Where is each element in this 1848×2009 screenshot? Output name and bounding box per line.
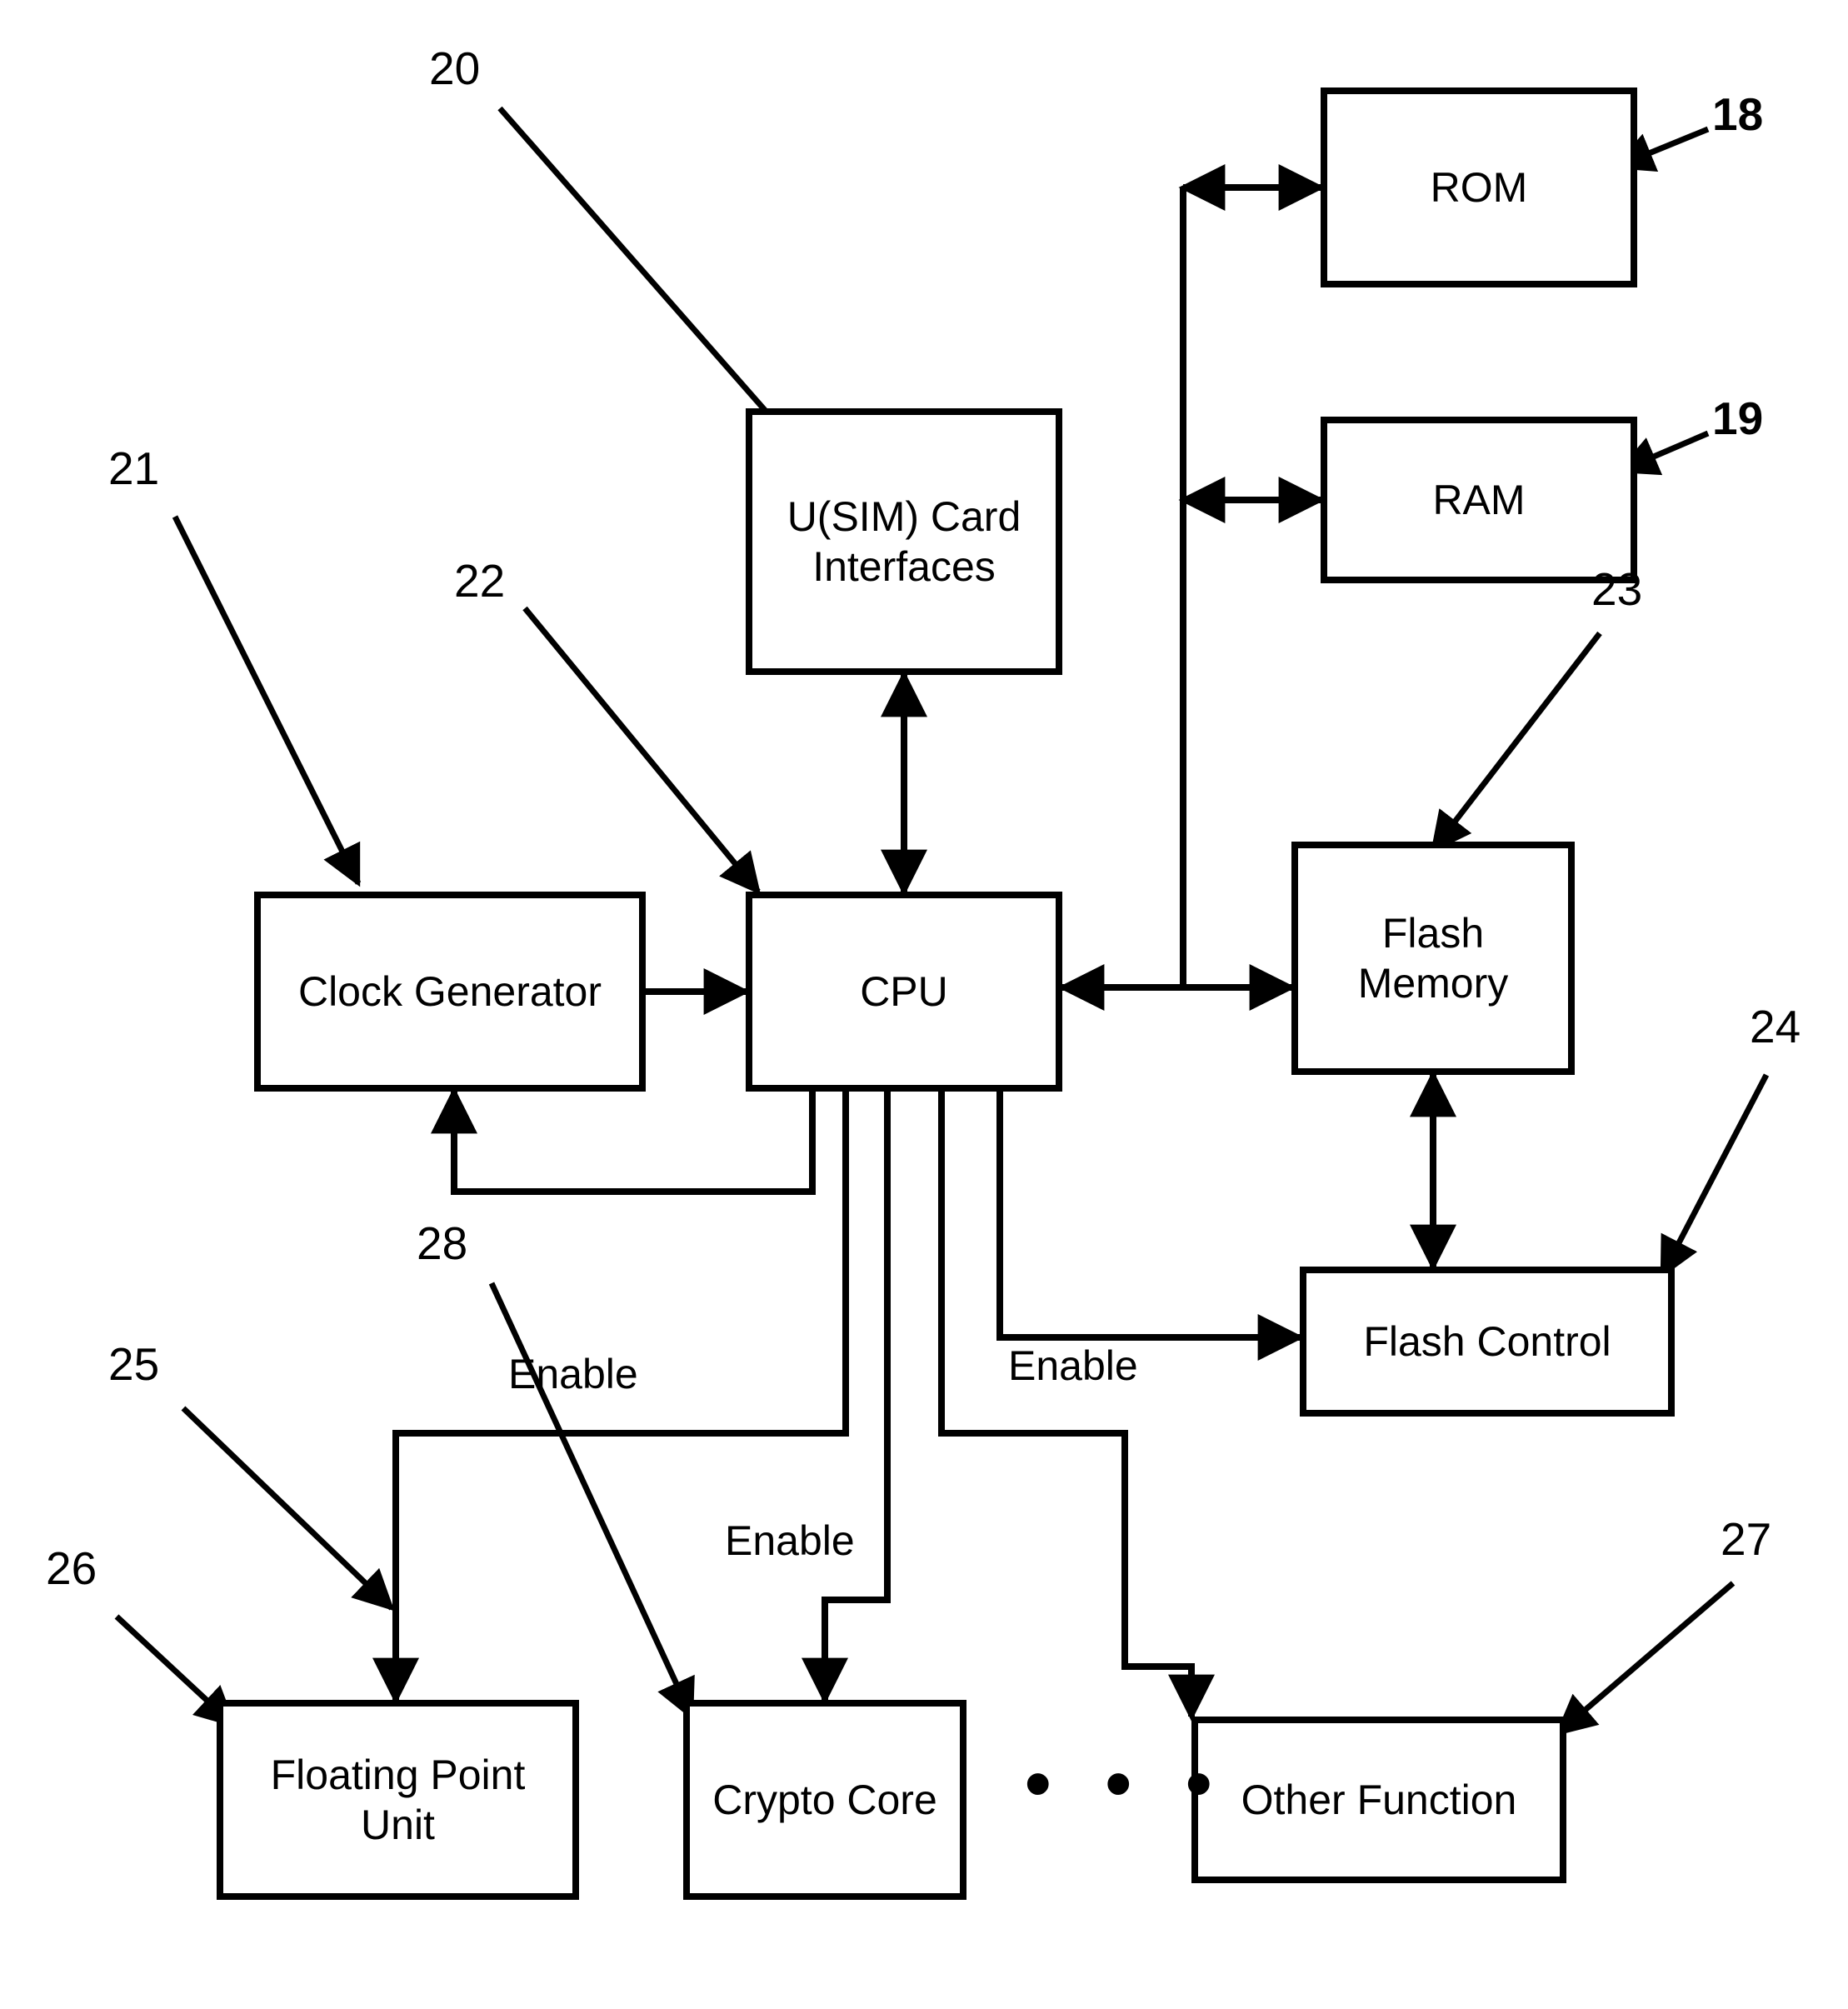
edge-label-enable-1: Enable	[508, 1350, 638, 1398]
node-label: Flash Memory	[1306, 908, 1560, 1008]
node-label: CPU	[860, 967, 948, 1017]
node-ram: RAM	[1321, 417, 1637, 583]
edge-label-enable-3: Enable	[1008, 1342, 1138, 1390]
node-rom: ROM	[1321, 87, 1637, 287]
node-usim: U(SIM) Card Interfaces	[746, 408, 1062, 675]
ref-23: 23	[1591, 562, 1642, 616]
node-label: Crypto Core	[712, 1775, 937, 1825]
node-cpu: CPU	[746, 892, 1062, 1092]
node-fpu: Floating Point Unit	[217, 1700, 579, 1900]
ref-26: 26	[46, 1542, 97, 1595]
ref-27: 27	[1721, 1512, 1771, 1566]
node-label: Clock Generator	[298, 967, 602, 1017]
node-flash-ctrl: Flash Control	[1300, 1267, 1675, 1417]
node-label: Other Function	[1241, 1775, 1517, 1825]
ellipsis-dots: • • •	[1025, 1742, 1229, 1827]
node-other: Other Function	[1191, 1717, 1566, 1883]
node-label: ROM	[1431, 162, 1528, 212]
node-crypto: Crypto Core	[683, 1700, 966, 1900]
node-clock: Clock Generator	[254, 892, 646, 1092]
ref-22: 22	[454, 554, 505, 607]
ref-18: 18	[1712, 87, 1763, 141]
node-label: RAM	[1432, 475, 1525, 525]
node-flash-mem: Flash Memory	[1291, 842, 1575, 1075]
ref-19: 19	[1712, 392, 1763, 445]
block-diagram: ROM RAM U(SIM) Card Interfaces Clock Gen…	[0, 0, 1848, 2009]
ref-20: 20	[429, 42, 480, 95]
ref-25: 25	[108, 1337, 159, 1391]
edge-label-enable-2: Enable	[725, 1517, 855, 1565]
node-label: Flash Control	[1363, 1317, 1611, 1367]
ref-24: 24	[1750, 1000, 1801, 1053]
ref-28: 28	[417, 1217, 467, 1270]
node-label: U(SIM) Card Interfaces	[761, 492, 1047, 592]
ref-21: 21	[108, 442, 159, 495]
node-label: Floating Point Unit	[232, 1750, 564, 1850]
